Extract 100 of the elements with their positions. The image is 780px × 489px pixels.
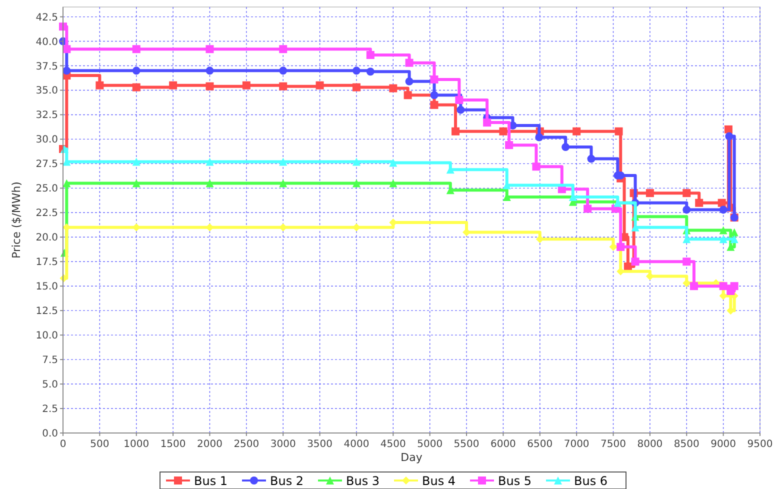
point: [279, 82, 288, 90]
x-tick-label: 2000: [197, 439, 222, 450]
point: [730, 235, 738, 244]
point: [279, 179, 288, 188]
point: [614, 127, 623, 136]
point: [430, 91, 438, 100]
x-tick-label: 7000: [564, 439, 590, 450]
y-tick-label: 5.0: [42, 380, 58, 391]
point: [725, 132, 734, 140]
y-tick-label: 17.5: [36, 257, 58, 268]
point: [719, 226, 728, 234]
x-tick-label: 9500: [747, 439, 773, 450]
x-tick-label: 8500: [674, 439, 700, 450]
x-tick-label: 6500: [527, 439, 553, 450]
point: [206, 158, 214, 166]
point: [206, 82, 214, 90]
point: [562, 143, 570, 152]
point: [206, 66, 214, 75]
x-tick-label: 4000: [344, 439, 370, 450]
point: [455, 96, 464, 104]
y-tick-label: 15.0: [36, 282, 58, 293]
x-tick-label: 7500: [600, 439, 626, 450]
y-tick-label: 35.0: [36, 86, 58, 97]
point: [430, 100, 438, 109]
point: [389, 179, 398, 188]
point: [430, 75, 438, 84]
point: [405, 58, 414, 67]
point: [352, 83, 360, 92]
point: [279, 158, 288, 166]
point: [584, 204, 592, 213]
x-tick-label: 0: [60, 439, 66, 450]
x-tick-label: 3500: [307, 439, 333, 450]
point: [132, 179, 140, 188]
point: [206, 45, 214, 54]
legend-label: Bus 5: [498, 474, 532, 488]
point: [719, 282, 728, 290]
y-tick-label: 10.0: [36, 330, 58, 342]
x-tick-label: 8000: [637, 439, 663, 450]
point: [616, 242, 625, 251]
point: [366, 50, 374, 59]
point: [718, 198, 726, 207]
point: [389, 84, 398, 92]
point: [316, 81, 324, 90]
y-tick-label: 27.5: [36, 159, 58, 170]
point: [96, 81, 104, 90]
x-tick-label: 5500: [454, 439, 480, 450]
point: [587, 154, 596, 163]
point: [631, 258, 640, 266]
point: [352, 158, 360, 166]
point: [505, 141, 514, 150]
point: [719, 206, 728, 214]
y-tick-label: 25.0: [36, 184, 58, 195]
legend-label: Bus 4: [422, 474, 456, 488]
point: [532, 162, 540, 171]
point: [690, 282, 698, 290]
point: [279, 45, 288, 54]
x-tick-label: 2500: [234, 439, 260, 450]
point: [682, 258, 691, 266]
y-tick-label: 12.5: [36, 306, 58, 318]
y-tick-label: 7.5: [42, 355, 58, 366]
y-tick-label: 32.5: [36, 110, 58, 122]
x-axis-title: Day: [400, 451, 423, 464]
y-tick-label: 42.5: [36, 12, 58, 24]
y-tick-label: 37.5: [36, 61, 58, 72]
y-tick-label: 0.0: [42, 428, 58, 440]
x-tick-label: 3000: [270, 439, 296, 450]
x-tick-label: 5000: [417, 439, 443, 450]
point: [624, 262, 632, 271]
legend-label: Bus 3: [346, 474, 380, 488]
point: [646, 189, 654, 198]
x-tick-label: 500: [90, 439, 110, 450]
point: [366, 68, 374, 76]
point: [62, 179, 71, 188]
point: [719, 235, 728, 244]
x-tick-label: 6000: [490, 439, 516, 450]
y-tick-label: 22.5: [36, 208, 58, 220]
point: [279, 66, 288, 75]
point: [132, 66, 140, 75]
point: [62, 66, 71, 75]
x-tick-label: 1500: [160, 439, 186, 450]
point: [405, 77, 414, 86]
point: [682, 206, 691, 214]
y-axis-title: Price ($/MWh): [10, 182, 23, 258]
point: [456, 106, 465, 114]
y-tick-label: 30.0: [36, 134, 58, 146]
point: [169, 81, 178, 90]
x-tick-label: 4500: [380, 439, 406, 450]
point: [724, 125, 732, 134]
point: [404, 91, 412, 100]
point: [682, 189, 691, 198]
point: [389, 158, 398, 167]
point: [572, 127, 581, 136]
x-tick-label: 9000: [710, 439, 736, 450]
point: [352, 179, 360, 188]
point: [132, 45, 140, 54]
point: [535, 133, 544, 142]
x-tick-label: 1000: [124, 439, 150, 450]
legend-label: Bus 1: [194, 474, 228, 488]
point: [242, 81, 250, 90]
point: [206, 179, 214, 188]
